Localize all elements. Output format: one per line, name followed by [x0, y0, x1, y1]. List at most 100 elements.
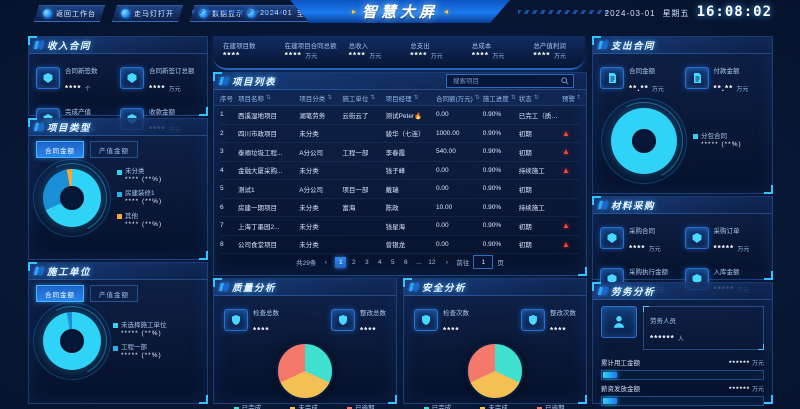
- labor-bar-group: 累计用工金额 ****** 万元: [593, 354, 772, 380]
- project-search-box[interactable]: [446, 74, 574, 88]
- tab[interactable]: 产值金额: [90, 285, 138, 302]
- cell-progress: 0.90%: [482, 111, 502, 119]
- shield-icon: [414, 309, 438, 331]
- search-icon: [561, 77, 569, 85]
- tab[interactable]: 合同金额: [36, 285, 84, 302]
- stat-label: 检查次数: [443, 310, 469, 317]
- cell-project-name: 房建一期项目: [238, 205, 277, 213]
- header-button[interactable]: 走马灯打开: [112, 5, 183, 22]
- stat-label: 劳务人员: [650, 318, 676, 325]
- cell-manager: 陈政: [385, 205, 399, 213]
- header-decoration-left: [192, 10, 282, 14]
- shield-icon: [224, 309, 248, 331]
- stat-label: 收款金额: [149, 109, 175, 116]
- column-header[interactable]: 施工单位 ⇅: [342, 95, 376, 103]
- panel-header: 收入合同: [29, 37, 207, 54]
- prev-page-button[interactable]: ‹: [320, 257, 331, 268]
- cell-contract-amount: 1000.00: [435, 129, 460, 137]
- cell-status: 持续施工: [518, 205, 545, 213]
- progress-bar: [601, 370, 764, 380]
- panel-title: 支出合同: [611, 41, 656, 52]
- legend-item: 未完成 ******: [480, 405, 509, 409]
- legend-item: 已完成 ******: [423, 405, 453, 409]
- table-row[interactable]: 2 四川市政项目 未分类 骏华（七连） 1000.00 0.90% 初期 ▲: [220, 125, 580, 143]
- cell-warning: ▲: [562, 166, 580, 175]
- tab[interactable]: 合同金额: [36, 141, 84, 158]
- page-button[interactable]: 12: [428, 258, 436, 266]
- document-icon: [684, 67, 709, 89]
- page-button[interactable]: 5: [387, 257, 398, 268]
- header-decoration-right: [518, 10, 608, 14]
- page-button[interactable]: 6: [400, 257, 411, 268]
- legend-swatch: [290, 406, 296, 409]
- table-row[interactable]: 1 西溪湿地项目 湖笔劳务 云街云了 测试Peter🔥 0.00 0.90% 已…: [220, 106, 580, 125]
- tab[interactable]: 产值金额: [90, 141, 138, 158]
- panel-title-marker: [34, 123, 44, 131]
- sort-icon: ⇅: [576, 95, 580, 101]
- cell-category: 未分类: [299, 131, 319, 139]
- kpi-item: 在建项目数 ****: [213, 36, 275, 68]
- quality-analysis-panel: 质量分析 检查总数 ****: [213, 278, 397, 409]
- panel-header: 项目类型: [29, 119, 207, 136]
- table-row[interactable]: 5 测试1 A分公司 项目一部 戴瑞 0.00 0.90% 初期 ▲: [220, 180, 580, 199]
- stat-label: 采购执行金额: [629, 269, 668, 276]
- next-page-button[interactable]: ›: [441, 257, 452, 268]
- kpi-value: **** 万元: [284, 50, 318, 60]
- page-button[interactable]: 2: [348, 257, 359, 268]
- search-input[interactable]: [451, 76, 558, 86]
- header-button[interactable]: 返回工作台: [34, 5, 105, 22]
- box-icon: [684, 227, 709, 249]
- stat-label: 整改总数: [360, 310, 386, 317]
- table-row[interactable]: 4 金融大厦采购... 未分类 钱子峰 0.00 0.90% 持续施工 ▲: [220, 162, 580, 180]
- column-header[interactable]: 施工进度 ⇅: [482, 95, 516, 103]
- cell-status: 初期: [518, 223, 532, 231]
- legend-label: 房建装修1: [125, 190, 155, 198]
- cell-status: 持续施工: [518, 168, 545, 176]
- sort-icon: ⇅: [533, 95, 539, 101]
- stat-value: ****: [253, 326, 270, 335]
- column-header[interactable]: 项目经理 ⇅: [385, 95, 419, 103]
- page-button[interactable]: 1: [335, 256, 347, 268]
- cell-project-name: 四川市政项目: [238, 131, 277, 139]
- bar-label: 累计用工金额: [601, 360, 640, 367]
- stat-value: **.** 万元: [713, 84, 749, 93]
- cell-construction-unit: 富海: [342, 205, 356, 213]
- column-header[interactable]: 状态 ⇅: [518, 95, 539, 103]
- project-type-panel: 项目类型 合同金额 产值金额 未分类 **** (**%): [18, 118, 208, 260]
- legend-item: 已逾期 ******: [537, 405, 566, 409]
- cell-index: 6: [220, 203, 224, 211]
- column-header[interactable]: 序号⇅: [220, 95, 233, 103]
- cell-warning: ▲: [562, 110, 580, 119]
- table-row[interactable]: 7 上海丁墨园2... 未分类 钱星海 0.00 0.90% 初期 ▲: [220, 217, 580, 236]
- column-header[interactable]: 项目名称 ⇅: [238, 95, 272, 103]
- page-button[interactable]: ...: [413, 257, 424, 268]
- kpi-item: 总收入 **** 万元: [339, 36, 401, 68]
- column-header[interactable]: 预警 ⇅: [562, 93, 580, 103]
- current-time: 16:08:02: [696, 4, 772, 20]
- page-title: 智慧大屏: [361, 4, 438, 21]
- cell-category: A分公司: [299, 186, 324, 194]
- column-header[interactable]: 合同额(万元) ⇅: [435, 95, 480, 103]
- cell-index: 2: [220, 129, 224, 137]
- button-icon: [121, 9, 130, 18]
- table-row[interactable]: 8 公司食堂项目 未分类 曾银龙 0.00 0.90% 初期 ▲: [220, 236, 580, 254]
- page-button[interactable]: 4: [374, 257, 385, 268]
- column-header[interactable]: 项目分类 ⇅: [299, 95, 333, 103]
- cell-category: 未分类: [299, 168, 319, 176]
- warning-icon: ▲: [561, 165, 570, 175]
- cell-construction-unit: 工程一部: [342, 149, 369, 157]
- cell-contract-amount: 0.00: [435, 240, 449, 248]
- goto-page-input[interactable]: [473, 255, 494, 269]
- table-row[interactable]: 3 泰顺垃圾工程... A分公司 工程一部 李春霞 540.00 0.90% 初…: [220, 143, 580, 162]
- kpi-value: **** 万元: [410, 50, 443, 60]
- legend-swatch: [113, 323, 118, 329]
- table-row[interactable]: 6 房建一期项目 未分类 富海 陈政 10.00 0.90% 持续施工 ▲: [220, 199, 580, 217]
- project-type-donut-chart: [18, 145, 126, 252]
- cube-icon: [120, 67, 144, 89]
- cell-manager: 钱星海: [385, 223, 406, 231]
- panel-title-marker: [598, 201, 608, 209]
- panel-title-marker: [598, 287, 608, 295]
- page-button[interactable]: 3: [361, 257, 372, 268]
